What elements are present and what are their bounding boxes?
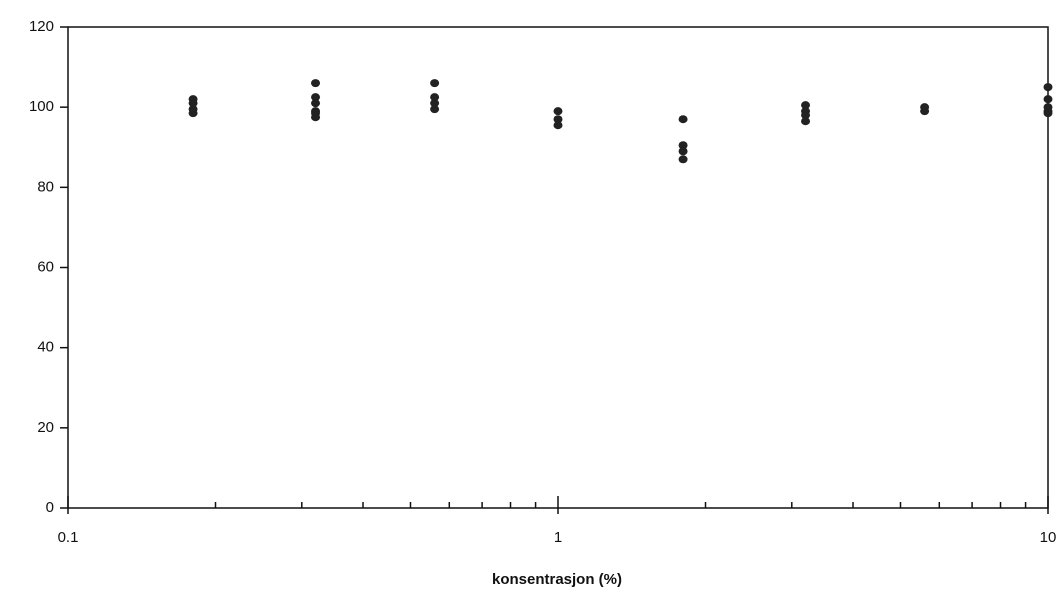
point (553, 115, 563, 124)
point (678, 147, 688, 156)
point (801, 111, 811, 120)
point (920, 107, 930, 116)
point (311, 79, 321, 88)
point (188, 109, 198, 118)
y-tick-label: 100 (29, 98, 54, 115)
point (430, 105, 440, 114)
point (430, 79, 440, 88)
point (553, 121, 563, 130)
y-tick-label: 80 (37, 178, 54, 195)
point (1043, 83, 1053, 92)
point (801, 101, 811, 110)
point (1043, 109, 1053, 118)
point (678, 115, 688, 124)
y-tick-label: 20 (37, 419, 54, 436)
x-tick-label: 0.1 (58, 529, 79, 546)
point (678, 141, 688, 150)
x-tick-label: 1 (554, 529, 562, 546)
y-tick-label: 120 (29, 18, 54, 35)
y-tick-label: 40 (37, 339, 54, 356)
point (311, 113, 321, 122)
point (430, 93, 440, 102)
x-axis-title: konsentrasjon (%) (492, 571, 622, 588)
point (553, 107, 563, 116)
point (311, 99, 321, 108)
point (311, 93, 321, 102)
point (801, 117, 811, 126)
y-tick-label: 60 (37, 258, 54, 275)
point (1043, 95, 1053, 104)
x-tick-label: 10 (1040, 529, 1057, 546)
y-tick-label: 0 (46, 499, 54, 516)
point (678, 155, 688, 164)
plot-frame (67, 26, 1049, 509)
point (430, 99, 440, 108)
point (188, 99, 198, 108)
